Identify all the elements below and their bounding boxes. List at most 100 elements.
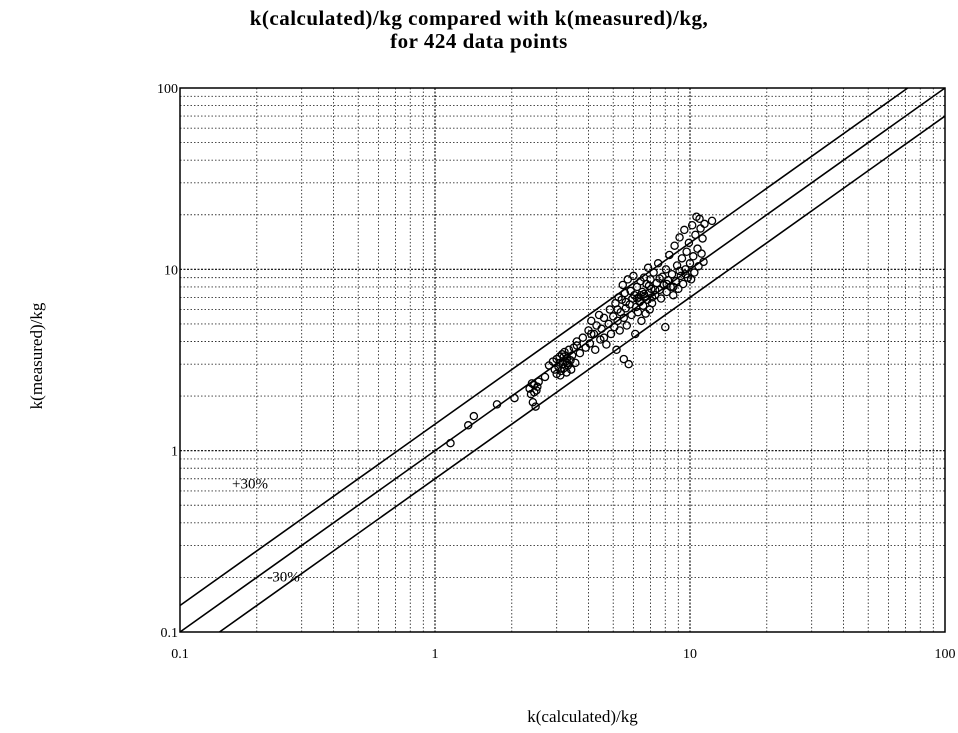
data-point — [681, 269, 690, 279]
data-point — [631, 329, 640, 339]
data-point — [707, 216, 717, 226]
data-point — [578, 333, 588, 342]
data-point — [629, 271, 638, 281]
data-point — [469, 411, 479, 421]
annotations: +30% -30% — [232, 476, 300, 585]
data-point — [685, 259, 695, 268]
reference-line — [219, 115, 946, 633]
data-point — [619, 354, 629, 364]
data-point — [534, 377, 543, 386]
data-point — [554, 362, 563, 372]
data-point — [636, 290, 645, 300]
data-point — [633, 307, 643, 317]
data-point — [638, 301, 648, 310]
data-point — [492, 400, 502, 409]
x-tick-label: 0.1 — [171, 647, 189, 662]
y-tick-label: 0.1 — [161, 626, 179, 641]
data-point — [650, 285, 660, 295]
data-point — [684, 238, 694, 248]
data-point — [647, 293, 657, 302]
reference-line — [179, 87, 909, 607]
data-point — [575, 348, 585, 358]
data-point — [556, 371, 565, 380]
data-point — [680, 225, 689, 235]
data-point — [674, 284, 683, 294]
data-point — [590, 345, 600, 355]
data-point — [622, 321, 632, 330]
data-point — [669, 290, 678, 300]
data-point — [602, 340, 611, 349]
data-point — [620, 288, 630, 298]
data-points — [446, 212, 717, 448]
plot-frame — [179, 87, 946, 633]
data-point — [528, 397, 538, 407]
data-point — [606, 329, 616, 339]
data-point — [446, 438, 455, 448]
data-point — [695, 214, 704, 224]
data-point — [613, 305, 622, 314]
data-point — [612, 345, 621, 355]
y-tick-label: 1 — [171, 445, 178, 460]
data-point — [689, 252, 698, 261]
data-point — [463, 421, 473, 430]
data-point — [670, 241, 679, 250]
x-tick-label: 100 — [935, 647, 956, 662]
data-point — [647, 299, 657, 308]
data-point — [682, 247, 691, 257]
data-point — [693, 244, 702, 253]
data-point — [566, 365, 576, 374]
data-point — [597, 324, 606, 334]
data-point — [697, 249, 706, 258]
data-point — [621, 297, 631, 307]
data-point — [656, 294, 666, 303]
data-point — [649, 268, 658, 277]
y-tick-label: 10 — [164, 263, 178, 278]
data-point — [699, 257, 708, 267]
line-annotation: -30% — [267, 569, 300, 585]
data-point — [587, 316, 596, 326]
data-point — [691, 230, 700, 240]
data-point — [690, 268, 699, 277]
data-point — [644, 281, 654, 291]
data-point — [661, 265, 671, 274]
data-point — [643, 263, 653, 273]
data-point — [678, 279, 688, 289]
data-point — [540, 372, 550, 382]
tick-labels: 0.1 1 10 100 0.1 1 10 100 — [157, 82, 956, 662]
data-point — [698, 234, 707, 243]
data-point — [677, 254, 687, 263]
data-point — [641, 309, 650, 318]
data-point — [624, 359, 633, 369]
data-point — [665, 250, 674, 260]
data-point — [675, 233, 684, 242]
chart-title: k(calculated)/kg compared with k(measure… — [249, 6, 709, 30]
data-point — [662, 287, 671, 297]
data-point — [687, 221, 697, 230]
data-point — [571, 358, 580, 368]
data-point — [618, 280, 628, 290]
data-point — [619, 313, 629, 323]
data-point — [661, 322, 670, 332]
data-point — [653, 259, 663, 268]
data-point — [510, 393, 519, 403]
data-point — [532, 386, 541, 395]
x-axis-label: k(calculated)/kg — [527, 707, 638, 726]
data-point — [667, 269, 677, 279]
data-point — [700, 219, 709, 229]
data-point — [615, 326, 624, 335]
grid — [180, 88, 945, 632]
data-point — [681, 265, 690, 274]
data-point — [696, 224, 705, 233]
data-point — [531, 402, 540, 411]
y-axis-label: k(measured)/kg — [27, 302, 46, 409]
data-point — [572, 337, 582, 346]
data-point — [694, 261, 703, 271]
data-point — [599, 313, 609, 323]
data-point — [686, 275, 696, 284]
line-annotation: +30% — [232, 476, 268, 492]
data-point — [655, 274, 664, 283]
data-point — [572, 341, 582, 350]
data-point — [637, 316, 646, 326]
